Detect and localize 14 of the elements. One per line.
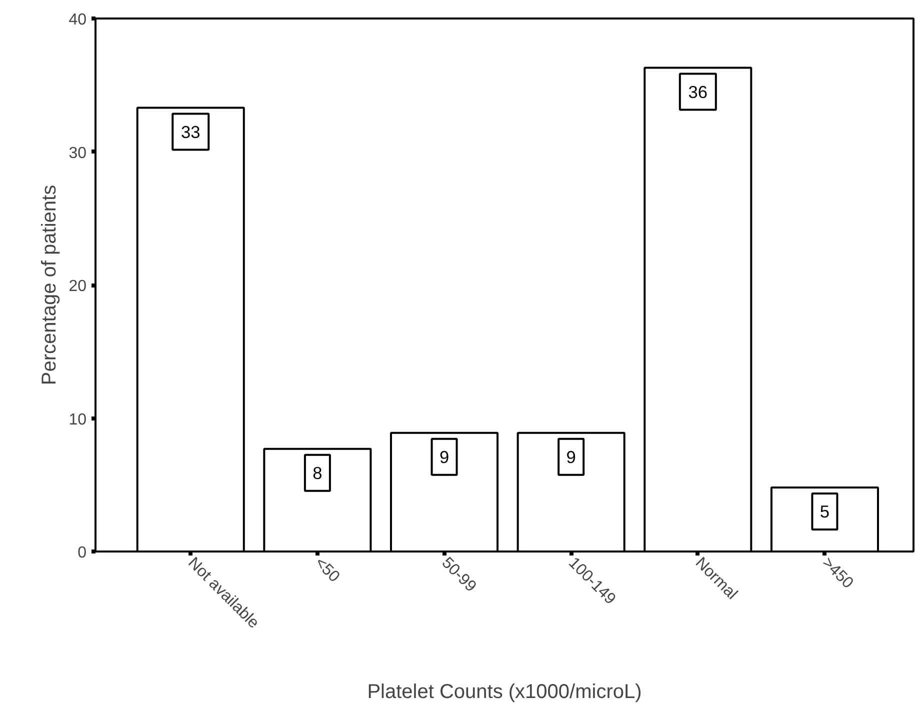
x-axis-title: Platelet Counts (x1000/microL): [367, 680, 642, 703]
x-tick-label: <50: [311, 554, 343, 586]
data-label: 5: [820, 502, 830, 522]
data-label: 9: [439, 446, 450, 467]
data-label: 33: [180, 122, 200, 142]
y-axis-title: Percentage of patients: [38, 184, 61, 386]
data-label: 9: [566, 446, 576, 467]
y-tick-label: 10: [68, 411, 87, 428]
y-tick-label: 40: [68, 12, 87, 28]
data-label: 36: [688, 82, 708, 102]
y-tick-label: 30: [68, 144, 87, 162]
data-label: 8: [312, 462, 322, 483]
y-tick-label: 20: [68, 278, 87, 295]
y-tick-label: 0: [78, 544, 87, 562]
